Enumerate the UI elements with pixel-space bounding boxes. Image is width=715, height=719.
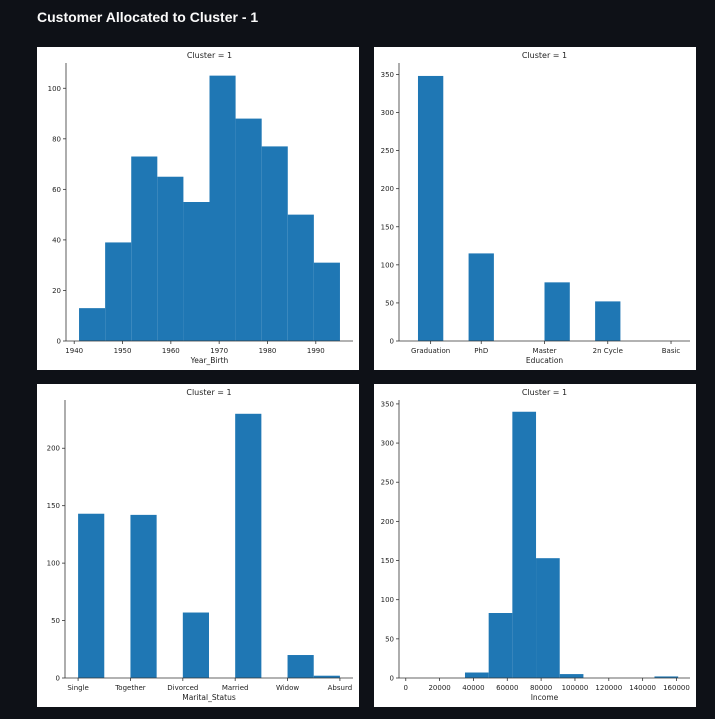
- education-ytick-label: 350: [381, 71, 394, 79]
- year-birth-bar-3: [131, 156, 158, 341]
- education-ytick-label: 100: [381, 261, 394, 269]
- income-bar-5: [536, 558, 560, 678]
- education-xtick-label: Graduation: [411, 347, 450, 355]
- education-ytick-label: 150: [381, 223, 394, 231]
- income-xtick-label: 100000: [562, 684, 589, 692]
- income-ytick-label: 50: [385, 635, 394, 643]
- education-bar-6: [544, 282, 570, 341]
- marital-status-bar-10: [313, 675, 340, 678]
- income-bar-6: [559, 674, 584, 678]
- year-birth-ytick-label: 80: [52, 135, 61, 143]
- education-chart-title: Cluster = 1: [522, 51, 567, 60]
- income-ytick-label: 0: [390, 675, 394, 683]
- income-ytick-label: 300: [381, 440, 394, 448]
- education-ytick-label: 250: [381, 147, 394, 155]
- income-xtick-label: 80000: [530, 684, 552, 692]
- year-birth-xtick-label: 1950: [114, 347, 132, 355]
- income-x-axis-label: Income: [531, 693, 559, 702]
- income-ytick-label: 150: [381, 557, 394, 565]
- year-birth-bar-7: [235, 118, 262, 341]
- marital-status-xtick-label: Together: [114, 684, 146, 692]
- income-ytick-label: 100: [381, 596, 394, 604]
- year-birth-ytick-label: 20: [52, 287, 61, 295]
- marital-status-xtick-label: Absurd: [328, 684, 353, 692]
- income-xtick-label: 120000: [595, 684, 622, 692]
- marital-status-bar-1: [78, 513, 105, 678]
- marital-status-histogram-svg: Cluster = 1 0 50 100 150 200 Single Together Div…: [47, 388, 353, 702]
- year-birth-histogram: Cluster = 1 0 20 40 60 80 100 1940 1950 1960 1970 1…: [37, 47, 359, 370]
- income-bar-4: [512, 411, 537, 678]
- year-birth-ytick-label: 40: [52, 236, 61, 244]
- marital-status-histogram: Cluster = 1 0 50 100 150 200 Single Together Div…: [37, 384, 359, 707]
- year-birth-ytick-label: 0: [57, 338, 61, 346]
- marital-status-ytick-label: 0: [56, 675, 60, 683]
- education-xtick-label: Basic: [662, 347, 681, 355]
- education-ytick-label: 300: [381, 109, 394, 117]
- income-bar-10: [654, 676, 679, 678]
- year-birth-bar-8: [261, 146, 288, 341]
- marital-status-xtick-label: Widow: [276, 684, 299, 692]
- education-x-axis-label: Education: [526, 356, 564, 365]
- income-chart-title: Cluster = 1: [522, 388, 567, 397]
- year-birth-x-axis-label: Year_Birth: [190, 356, 229, 365]
- marital-status-ytick-label: 150: [47, 502, 60, 510]
- education-ytick-label: 200: [381, 185, 394, 193]
- income-xtick-label: 60000: [496, 684, 518, 692]
- income-bar-2: [464, 672, 489, 678]
- marital-status-bar-3: [130, 514, 157, 678]
- marital-status-bar-9: [287, 655, 314, 678]
- year-birth-ytick-label: 100: [48, 85, 61, 93]
- income-histogram-svg: Cluster = 1 0 50 100 150 200 250 300 350 0 20000 40…: [381, 388, 690, 702]
- year-birth-xtick-label: 1990: [307, 347, 325, 355]
- income-xtick-label: 40000: [462, 684, 484, 692]
- marital-status-x-axis-label: Marital_Status: [182, 693, 236, 702]
- education-xtick-label: 2n Cycle: [593, 347, 623, 355]
- income-xtick-label: 0: [404, 684, 408, 692]
- income-ytick-label: 250: [381, 479, 394, 487]
- year-birth-bar-9: [287, 214, 314, 341]
- marital-status-xtick-label: Married: [222, 684, 249, 692]
- marital-status-xtick-label: Divorced: [167, 684, 198, 692]
- education-histogram: Cluster = 1 0 50 100 150 200 250 300 350 Graduati…: [374, 47, 696, 370]
- education-ytick-label: 0: [390, 338, 394, 346]
- year-birth-bar-10: [313, 262, 340, 341]
- year-birth-xtick-label: 1940: [65, 347, 83, 355]
- year-birth-ytick-label: 60: [52, 186, 61, 194]
- year-birth-xtick-label: 1970: [210, 347, 228, 355]
- year-birth-bar-2: [105, 242, 132, 341]
- marital-status-chart-title: Cluster = 1: [186, 388, 231, 397]
- year-birth-histogram-svg: Cluster = 1 0 20 40 60 80 100 1940 1950 1960 1970 1…: [48, 51, 353, 365]
- marital-status-ytick-label: 50: [51, 617, 60, 625]
- year-birth-xtick-label: 1960: [162, 347, 180, 355]
- year-birth-bar-6: [209, 75, 236, 342]
- income-histogram: Cluster = 1 0 50 100 150 200 250 300 350 0 20000 40…: [374, 384, 696, 707]
- education-bar-3: [468, 253, 494, 341]
- education-xtick-label: Master: [533, 347, 557, 355]
- year-birth-chart-title: Cluster = 1: [187, 51, 232, 60]
- page-title: Customer Allocated to Cluster - 1: [37, 9, 259, 25]
- marital-status-bar-5: [182, 612, 209, 678]
- income-ytick-label: 350: [381, 400, 394, 408]
- income-xtick-label: 140000: [629, 684, 656, 692]
- income-ytick-label: 200: [381, 518, 394, 526]
- income-xtick-label: 20000: [428, 684, 450, 692]
- education-bar-1: [417, 75, 444, 342]
- education-histogram-svg: Cluster = 1 0 50 100 150 200 250 300 350 Graduati…: [381, 51, 690, 365]
- marital-status-bar-7: [235, 413, 262, 678]
- income-bar-3: [488, 613, 513, 678]
- education-xtick-label: PhD: [474, 347, 488, 355]
- year-birth-xtick-label: 1980: [259, 347, 277, 355]
- income-xtick-label: 160000: [663, 684, 690, 692]
- education-ytick-label: 50: [385, 299, 394, 307]
- marital-status-ytick-label: 200: [47, 445, 60, 453]
- year-birth-bar-4: [157, 176, 184, 341]
- year-birth-bar-5: [183, 202, 210, 341]
- year-birth-bar-1: [79, 308, 106, 341]
- marital-status-xtick-label: Single: [67, 684, 89, 692]
- marital-status-ytick-label: 100: [47, 560, 60, 568]
- education-bar-8: [595, 301, 621, 341]
